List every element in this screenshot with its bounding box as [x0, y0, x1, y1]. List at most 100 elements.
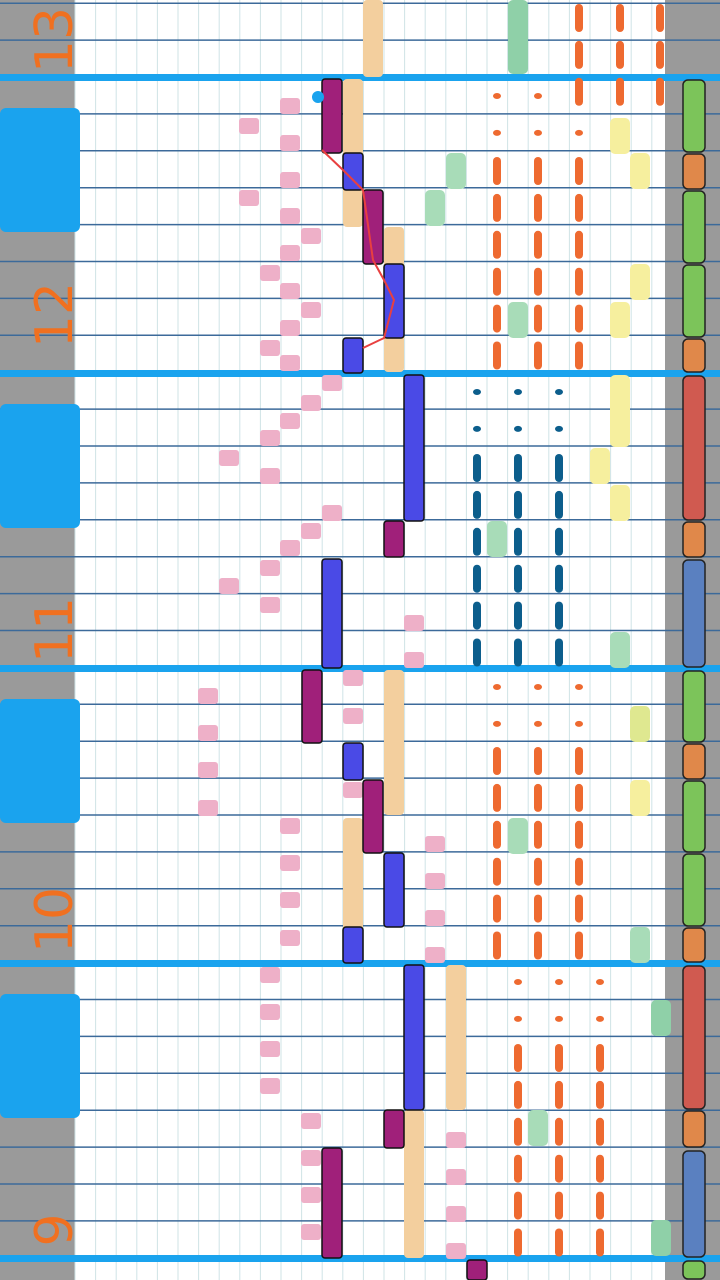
soft-note — [590, 448, 610, 484]
dash-note — [575, 193, 583, 222]
dash-note — [575, 931, 583, 960]
main-note — [301, 669, 323, 744]
pink-note — [343, 782, 363, 798]
dash-note — [596, 979, 604, 985]
pink-note — [301, 1150, 321, 1166]
pink-note — [280, 540, 300, 556]
dash-note — [514, 1191, 522, 1220]
chord-block — [682, 1260, 706, 1280]
main-note — [342, 337, 364, 374]
dash-note — [493, 157, 501, 185]
pink-note — [322, 375, 342, 391]
dash-note — [575, 820, 583, 849]
soft-note — [508, 302, 528, 338]
dash-note — [555, 1044, 563, 1072]
dash-note — [493, 267, 501, 296]
dash-note — [555, 1117, 563, 1146]
dash-note — [534, 341, 542, 370]
tan-bar — [384, 670, 404, 815]
main-note — [403, 374, 425, 522]
pink-note — [301, 1187, 321, 1203]
dash-note — [514, 1154, 522, 1183]
tan-bar — [404, 1110, 424, 1258]
pink-note — [219, 450, 239, 466]
pink-note — [446, 1206, 466, 1222]
measure-label: 9 — [25, 1213, 85, 1246]
dash-note — [534, 157, 542, 185]
measure-line — [0, 1255, 720, 1262]
chord-block — [682, 559, 706, 668]
pink-note — [198, 725, 218, 741]
dash-note — [493, 341, 501, 370]
chord-block — [682, 153, 706, 190]
pink-note — [260, 1078, 280, 1094]
pink-note — [219, 578, 239, 594]
dash-note — [514, 638, 522, 667]
soft-note — [630, 153, 650, 189]
pink-note — [425, 910, 445, 926]
dash-note — [596, 1044, 604, 1072]
dash-note — [575, 77, 583, 106]
chord-block — [682, 375, 706, 521]
soft-note — [651, 1000, 671, 1036]
dash-note — [473, 564, 481, 593]
pink-note — [280, 172, 300, 188]
beat-block — [0, 994, 80, 1118]
dash-note — [575, 4, 583, 32]
dash-note — [514, 1015, 522, 1022]
dash-note — [534, 230, 542, 259]
dash-note — [534, 894, 542, 923]
dash-note — [514, 527, 522, 556]
pink-note — [301, 228, 321, 244]
measure-labels: 13 12 11 10 9 — [25, 7, 85, 1247]
dash-note — [473, 601, 481, 630]
chord-block — [682, 743, 706, 780]
dash-note — [493, 820, 501, 849]
pink-note — [260, 597, 280, 613]
dash-note — [616, 77, 624, 106]
main-note — [383, 852, 405, 928]
pink-note — [301, 1113, 321, 1129]
dash-note — [596, 1015, 604, 1022]
dash-note — [575, 341, 583, 370]
dash-note — [514, 425, 522, 432]
dash-note — [555, 1080, 563, 1109]
dash-note — [616, 4, 624, 32]
measure-label: 10 — [25, 887, 85, 953]
pink-note — [404, 652, 424, 668]
pink-note — [404, 615, 424, 631]
dash-note — [493, 129, 501, 136]
measure-label: 11 — [25, 597, 85, 663]
soft-note — [508, 0, 528, 74]
dash-note — [514, 389, 522, 395]
pink-note — [343, 670, 363, 686]
pink-note — [260, 967, 280, 983]
main-note — [321, 1147, 343, 1259]
chord-block — [682, 264, 706, 338]
chord-block — [682, 190, 706, 264]
soft-note — [630, 780, 650, 816]
dash-note — [534, 304, 542, 333]
tan-bar — [446, 965, 466, 1110]
main-note — [383, 520, 405, 558]
pink-note — [198, 688, 218, 704]
notes — [198, 0, 671, 1280]
measure-label: 12 — [25, 282, 85, 348]
dash-note — [575, 304, 583, 333]
pink-note — [425, 836, 445, 852]
beat-block — [0, 699, 80, 823]
soft-note — [630, 927, 650, 963]
dash-note — [656, 40, 664, 69]
dash-note — [473, 527, 481, 556]
dash-note — [534, 783, 542, 812]
soft-note — [610, 302, 630, 338]
dash-note — [473, 454, 481, 482]
dash-note — [575, 894, 583, 923]
pink-note — [260, 560, 280, 576]
measure-line — [0, 74, 720, 81]
soft-note — [487, 521, 507, 557]
pink-note — [280, 283, 300, 299]
